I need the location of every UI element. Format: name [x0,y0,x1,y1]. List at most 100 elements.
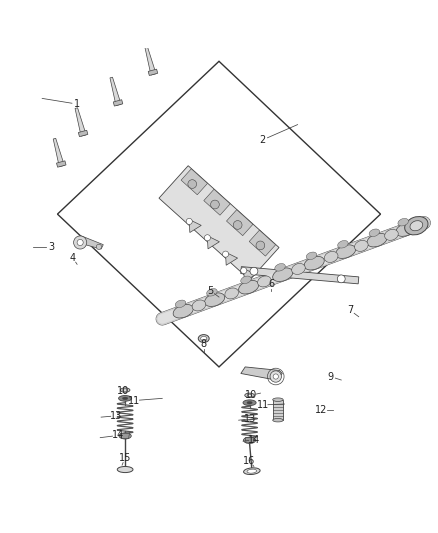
Circle shape [186,219,192,224]
Ellipse shape [273,268,293,281]
Ellipse shape [119,395,132,401]
Ellipse shape [244,468,260,474]
Ellipse shape [247,394,252,397]
Ellipse shape [258,276,271,287]
Ellipse shape [207,288,217,296]
Text: 1: 1 [74,99,80,109]
Ellipse shape [201,336,207,341]
Text: 13: 13 [244,414,257,424]
Text: 7: 7 [347,305,353,315]
Polygon shape [181,169,208,195]
Ellipse shape [273,418,283,422]
Circle shape [188,180,197,189]
Circle shape [223,251,229,257]
Polygon shape [207,236,219,249]
Text: 8: 8 [201,339,207,349]
Ellipse shape [173,304,193,318]
Text: 16: 16 [244,456,256,466]
Ellipse shape [245,393,254,398]
Ellipse shape [306,252,317,260]
Text: 12: 12 [315,405,328,415]
Polygon shape [77,236,103,249]
Text: 10: 10 [245,390,257,400]
Ellipse shape [325,252,338,262]
Polygon shape [226,252,237,265]
Ellipse shape [119,433,131,439]
Circle shape [77,239,83,246]
Polygon shape [75,108,86,136]
Polygon shape [241,367,283,380]
Ellipse shape [367,233,387,247]
Ellipse shape [385,229,398,240]
Polygon shape [78,130,88,136]
Polygon shape [145,47,156,75]
Ellipse shape [292,263,305,274]
Ellipse shape [244,437,256,443]
Circle shape [205,235,211,241]
Ellipse shape [205,293,225,306]
Ellipse shape [247,469,257,473]
Ellipse shape [398,219,408,226]
Polygon shape [113,100,123,106]
Text: 11: 11 [257,400,269,410]
Polygon shape [226,209,253,236]
Polygon shape [148,69,158,76]
Ellipse shape [273,398,283,401]
Text: 2: 2 [260,135,266,145]
Ellipse shape [354,240,368,252]
Circle shape [270,371,282,382]
Text: 6: 6 [268,279,275,289]
Polygon shape [204,189,230,215]
Ellipse shape [239,280,259,294]
Polygon shape [57,161,66,167]
Ellipse shape [304,256,324,270]
Ellipse shape [120,388,130,392]
Ellipse shape [336,245,356,259]
Ellipse shape [175,300,186,308]
Text: 13: 13 [110,411,122,421]
Circle shape [241,268,247,273]
Ellipse shape [123,397,128,400]
Ellipse shape [369,229,380,237]
Text: 3: 3 [48,242,54,252]
Ellipse shape [410,221,423,231]
Circle shape [273,374,279,379]
Text: 4: 4 [70,253,76,263]
Ellipse shape [225,288,238,299]
Circle shape [250,267,258,275]
Polygon shape [245,438,254,443]
Polygon shape [241,266,359,284]
Ellipse shape [338,240,348,248]
Circle shape [337,275,345,283]
Ellipse shape [198,335,209,343]
Polygon shape [121,433,130,439]
Circle shape [96,244,102,249]
Polygon shape [159,166,279,280]
Circle shape [211,200,219,209]
Text: 14: 14 [112,431,124,440]
Ellipse shape [243,400,256,406]
Polygon shape [110,77,121,106]
Polygon shape [273,400,283,420]
Ellipse shape [405,216,428,235]
Text: 10: 10 [117,386,129,396]
Ellipse shape [241,276,251,284]
Text: 14: 14 [248,435,260,445]
Polygon shape [249,230,276,256]
Ellipse shape [396,223,416,236]
Text: 9: 9 [327,372,333,382]
Polygon shape [53,139,64,167]
Text: 15: 15 [119,453,131,463]
Ellipse shape [117,466,133,473]
Ellipse shape [275,263,285,271]
Circle shape [256,241,265,250]
Circle shape [74,236,87,249]
Ellipse shape [123,389,127,391]
Circle shape [233,221,242,229]
Polygon shape [189,220,201,232]
Text: 11: 11 [128,395,141,406]
Ellipse shape [192,300,206,311]
Text: 5: 5 [207,286,213,295]
Ellipse shape [247,401,252,404]
Polygon shape [244,269,256,281]
